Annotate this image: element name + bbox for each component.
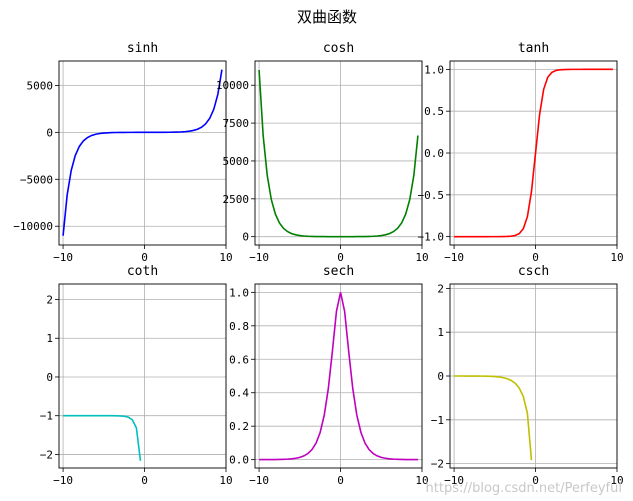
y-tick-label: 0 xyxy=(242,231,249,244)
x-tick-label: 0 xyxy=(141,251,148,264)
subplot-title: csch xyxy=(518,264,549,279)
y-tick-label: −1.0 xyxy=(418,231,445,244)
x-tick-label: −10 xyxy=(53,474,73,487)
cosh-curve xyxy=(258,69,419,238)
y-tick-label: 0.2 xyxy=(229,420,249,433)
subplot-title: sinh xyxy=(127,41,158,56)
y-tick-label: 0.6 xyxy=(229,353,249,366)
y-tick-label: −1 xyxy=(40,410,53,423)
y-tick-label: 1.0 xyxy=(229,286,249,299)
x-tick-label: 0 xyxy=(337,474,344,487)
x-tick-label: 10 xyxy=(610,251,623,264)
x-tick-label: 0 xyxy=(141,474,148,487)
y-tick-label: 0.0 xyxy=(229,454,249,467)
plot-area xyxy=(59,61,226,245)
sech-curve xyxy=(259,292,418,461)
plot-area xyxy=(59,284,226,468)
subplot-title: tanh xyxy=(518,41,549,56)
plot-area xyxy=(255,284,422,468)
y-tick-label: 2500 xyxy=(223,193,250,206)
figure-title: 双曲函数 xyxy=(297,8,357,26)
x-tick-label: 10 xyxy=(415,474,428,487)
y-tick-label: 7500 xyxy=(223,117,250,130)
y-tick-label: −5000 xyxy=(20,173,53,186)
y-tick-label: 0.8 xyxy=(229,320,249,333)
coth-curve xyxy=(63,414,142,461)
y-tick-label: 5000 xyxy=(223,155,250,168)
subplot-title: cosh xyxy=(323,41,354,56)
y-tick-label: 1.0 xyxy=(424,63,444,76)
y-tick-label: 5000 xyxy=(27,79,54,92)
x-tick-label: 10 xyxy=(219,474,232,487)
y-tick-label: 0.5 xyxy=(424,105,444,118)
x-tick-label: −10 xyxy=(444,474,464,487)
axes-frame xyxy=(58,60,227,246)
y-tick-label: 0.0 xyxy=(424,147,444,160)
tanh-curve xyxy=(454,68,613,238)
x-tick-label: 10 xyxy=(219,251,232,264)
y-tick-label: −0.5 xyxy=(418,189,445,202)
x-tick-label: −10 xyxy=(249,474,269,487)
x-tick-label: 0 xyxy=(532,474,539,487)
x-tick-label: −10 xyxy=(249,251,269,264)
y-tick-label: −2 xyxy=(431,458,444,471)
y-tick-label: −1 xyxy=(431,414,444,427)
subplot-sinh: −10 0 10 −10000 −5000 0 5000 sinh xyxy=(13,41,232,264)
y-tick-label: 0 xyxy=(46,126,53,139)
x-tick-label: 10 xyxy=(415,251,428,264)
x-tick-label: 0 xyxy=(532,251,539,264)
axes-frame xyxy=(254,283,423,469)
plot-area xyxy=(255,61,422,245)
y-tick-label: 0 xyxy=(46,371,53,384)
y-tick-label: 1 xyxy=(46,332,53,345)
y-tick-label: 1 xyxy=(437,326,444,339)
y-tick-label: 0.4 xyxy=(229,387,249,400)
sinh-curve xyxy=(62,69,223,236)
subplot-tanh: −10 0 10 −1.0 −0.5 0.0 0.5 1.0 tanh xyxy=(418,41,624,264)
axes-frame xyxy=(58,283,227,469)
axes-frame xyxy=(254,60,423,246)
x-tick-label: 0 xyxy=(337,251,344,264)
x-tick-label: 10 xyxy=(610,474,623,487)
csch-curve xyxy=(454,375,533,461)
y-tick-label: −10000 xyxy=(13,220,53,233)
subplot-title: coth xyxy=(127,264,158,279)
y-tick-label: −2 xyxy=(40,448,53,461)
subplot-title: sech xyxy=(323,264,354,279)
subplot-sech: −10 0 10 0.0 0.2 0.4 0.6 0.8 1.0 sech xyxy=(229,264,429,487)
y-tick-label: 0 xyxy=(437,370,444,383)
x-tick-label: −10 xyxy=(444,251,464,264)
y-tick-label: 2 xyxy=(46,293,53,306)
y-tick-label: 10000 xyxy=(216,79,249,92)
x-tick-label: −10 xyxy=(53,251,73,264)
watermark-text: https://blog.csdn.net/Perfeyful xyxy=(426,481,622,496)
y-tick-label: 2 xyxy=(437,282,444,295)
